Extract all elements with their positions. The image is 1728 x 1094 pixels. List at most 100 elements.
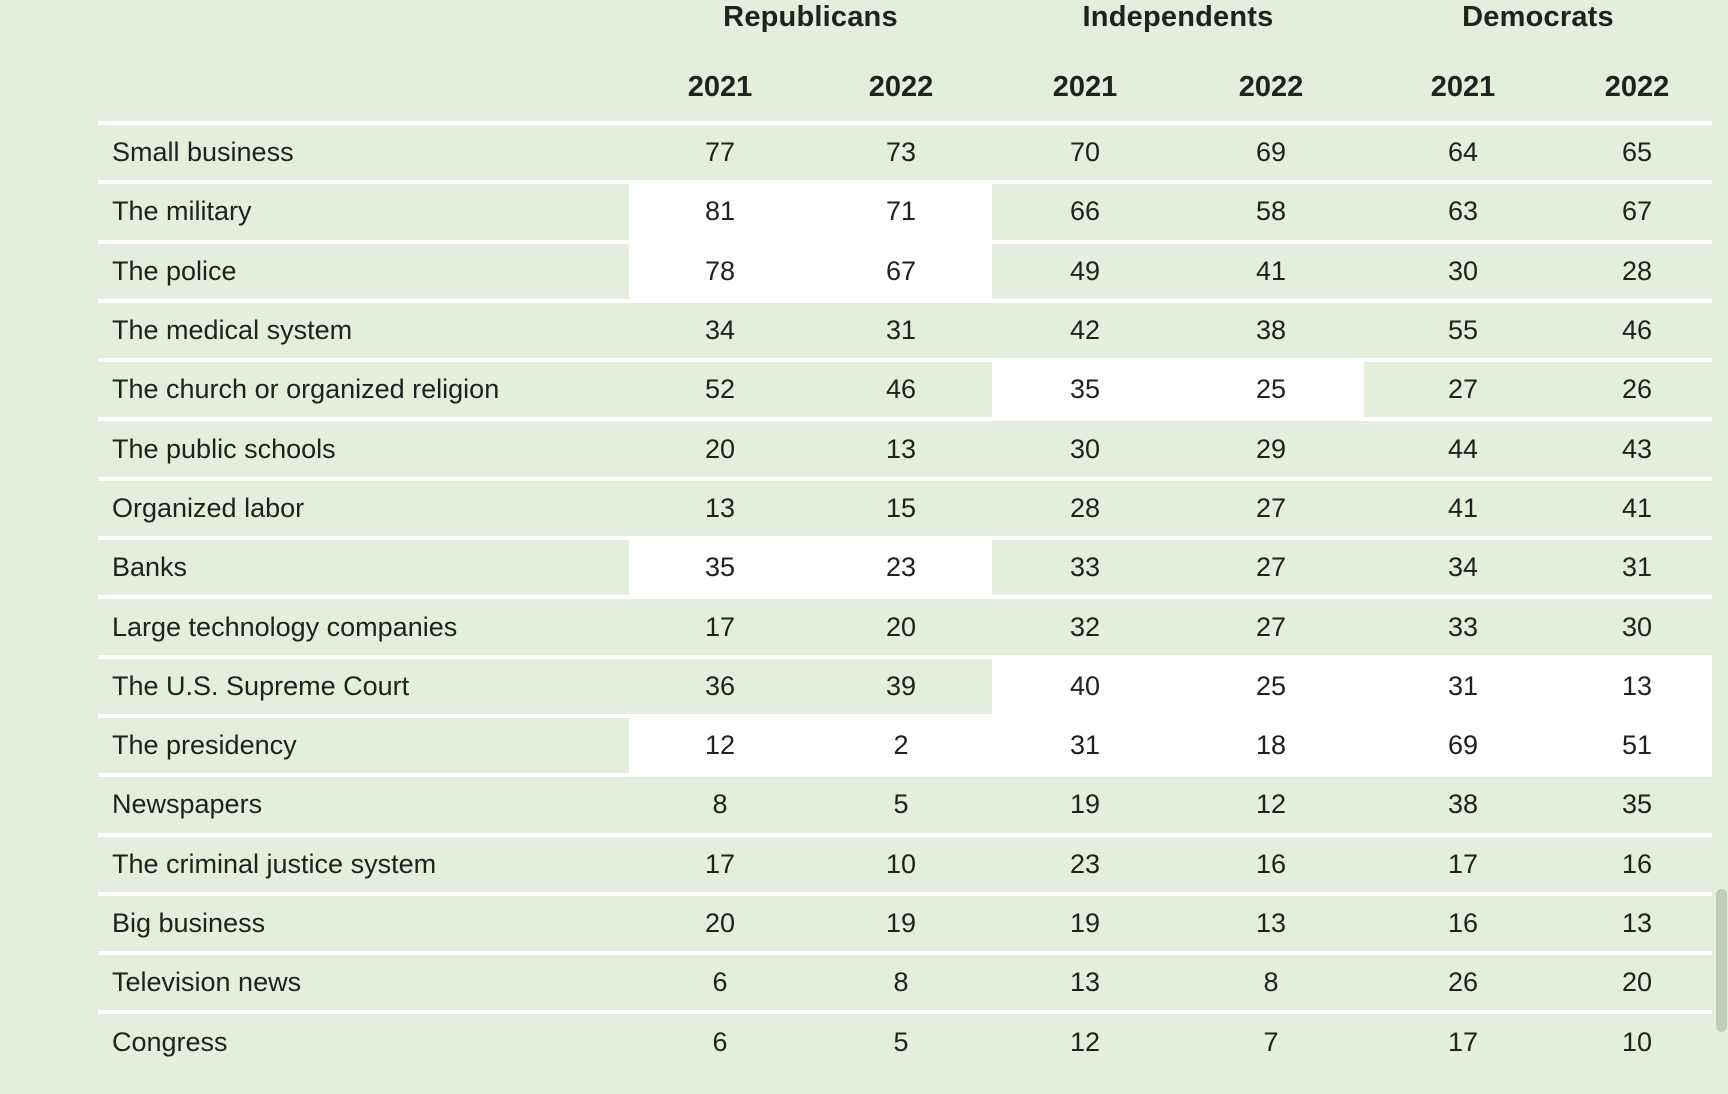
row-label: Organized labor [112, 492, 305, 523]
highlight-block [1364, 713, 1712, 774]
value-cell: 52 [704, 374, 736, 405]
table-row: Television news 6 8 13 8 26 20 [0, 951, 1728, 1010]
value-cell: 30 [1069, 433, 1101, 464]
value-cell: 2 [893, 730, 909, 761]
table-rows: Small business 77 73 70 69 64 6 5 The mil… [0, 121, 1728, 1070]
value-cell: 46 [1621, 315, 1653, 346]
value-cell: 35 [1621, 789, 1653, 820]
group-header-independents: Independents [1082, 1, 1274, 33]
value-cell: 27 [1255, 611, 1287, 642]
row-label: Television news [112, 967, 302, 998]
value-cell: 55 [1447, 315, 1479, 346]
row-label: The criminal justice system [112, 848, 437, 879]
row-label: Small business [112, 137, 294, 168]
value-cell: 64 [1447, 137, 1479, 168]
value-cell: 8 [1263, 967, 1279, 998]
value-cell: 26 [1621, 374, 1653, 405]
row-label: The U.S. Supreme Court [112, 670, 410, 701]
row-label: The military [112, 196, 252, 227]
table-row: The criminal justice system 17 10 23 16 … [0, 832, 1728, 892]
value-cell: 66 [1069, 196, 1101, 227]
value-cell: 36 [704, 670, 736, 701]
year-header: 2021 [1430, 71, 1496, 103]
highlight-block [1364, 654, 1712, 714]
value-cell: 34 [1447, 552, 1479, 583]
row-separator [98, 476, 1712, 481]
year-header: 2021 [1052, 71, 1118, 103]
row-label: The medical system [112, 315, 353, 346]
value-cell: 51 [1621, 730, 1653, 761]
value-cell: 43 [1621, 433, 1653, 464]
year-header: 2022 [868, 71, 934, 103]
value-cell: 78 [704, 255, 736, 286]
value-cell: 6 [712, 967, 728, 998]
value-cell: 26 [1447, 967, 1479, 998]
highlight-block [629, 536, 992, 596]
group-header-democrats: Democrats [1462, 1, 1614, 33]
value-cell: 33 [1447, 611, 1479, 642]
value-cell: 31 [1447, 670, 1479, 701]
year-header: 2021 [687, 71, 753, 103]
value-cell: 35 [1069, 374, 1101, 405]
value-cell: 25 [1255, 374, 1287, 405]
row-separator [98, 298, 1712, 303]
value-cell: 34 [704, 315, 736, 346]
value-cell: 31 [1621, 552, 1653, 583]
year-header: 2022 [1604, 71, 1670, 103]
row-label: Big business [112, 908, 266, 938]
table-row: The public schools 20 13 30 29 44 43 [0, 417, 1728, 476]
row-label: The church or organized religion [112, 374, 500, 405]
value-cell: 10 [1621, 1026, 1653, 1057]
row-separator [98, 713, 1712, 718]
value-cell: 10 [885, 848, 917, 879]
value-cell: 20 [1621, 967, 1653, 998]
table-row: The police 78 67 49 41 30 28 [0, 239, 1728, 299]
value-cell: 70 [1069, 137, 1101, 168]
value-cell: 19 [1069, 908, 1101, 938]
highlight-block [992, 358, 1364, 418]
value-cell: 5 [893, 789, 909, 820]
highlight-block [629, 713, 992, 774]
group-header-republicans: Republicans [723, 1, 898, 33]
row-label: The public schools [112, 433, 336, 464]
scrollbar-thumb[interactable] [1716, 889, 1727, 1032]
value-cell: 17 [1447, 1026, 1479, 1057]
highlight-block [992, 713, 1364, 774]
value-cell: 44 [1447, 433, 1479, 464]
value-cell: 18 [1255, 730, 1287, 761]
table-row: Large technology companies 17 20 32 27 3… [0, 595, 1728, 654]
value-cell: 67 [885, 255, 917, 286]
row-separator [98, 121, 1712, 125]
table-row: The presidency 12 2 31 18 69 51 [0, 713, 1728, 774]
value-cell: 12 [704, 730, 736, 761]
value-cell: 16 [1447, 908, 1479, 938]
year-header: 2022 [1238, 71, 1304, 103]
value-cell: 25 [1255, 670, 1287, 701]
row-separator [98, 358, 1712, 363]
table-row: Big business 20 19 19 13 16 13 [0, 891, 1728, 951]
row-label: Large technology companies [112, 611, 458, 642]
value-cell: 13 [1621, 908, 1653, 938]
value-cell: 8 [712, 789, 728, 820]
value-cell: 41 [1447, 492, 1479, 523]
row-label: Congress [112, 1026, 228, 1057]
value-cell: 16 [1255, 848, 1287, 879]
value-cell: 77 [704, 137, 736, 168]
table-row: The U.S. Supreme Court 36 39 40 25 31 13 [0, 654, 1728, 714]
value-cell: 28 [1069, 492, 1101, 523]
value-cell: 20 [704, 433, 736, 464]
row-separator [98, 773, 1712, 778]
value-cell: 41 [1255, 255, 1287, 286]
row-separator [98, 417, 1712, 422]
value-cell: 69 [1255, 137, 1287, 168]
value-cell: 81 [704, 196, 736, 227]
value-cell: 73 [885, 137, 917, 168]
value-cell: 17 [704, 611, 736, 642]
value-cell: 19 [885, 908, 917, 938]
value-cell: 12 [1069, 1026, 1101, 1057]
value-cell: 20 [704, 908, 736, 938]
value-cell: 71 [885, 196, 917, 227]
value-cell: 13 [704, 492, 736, 523]
value-cell: 23 [1069, 848, 1101, 879]
